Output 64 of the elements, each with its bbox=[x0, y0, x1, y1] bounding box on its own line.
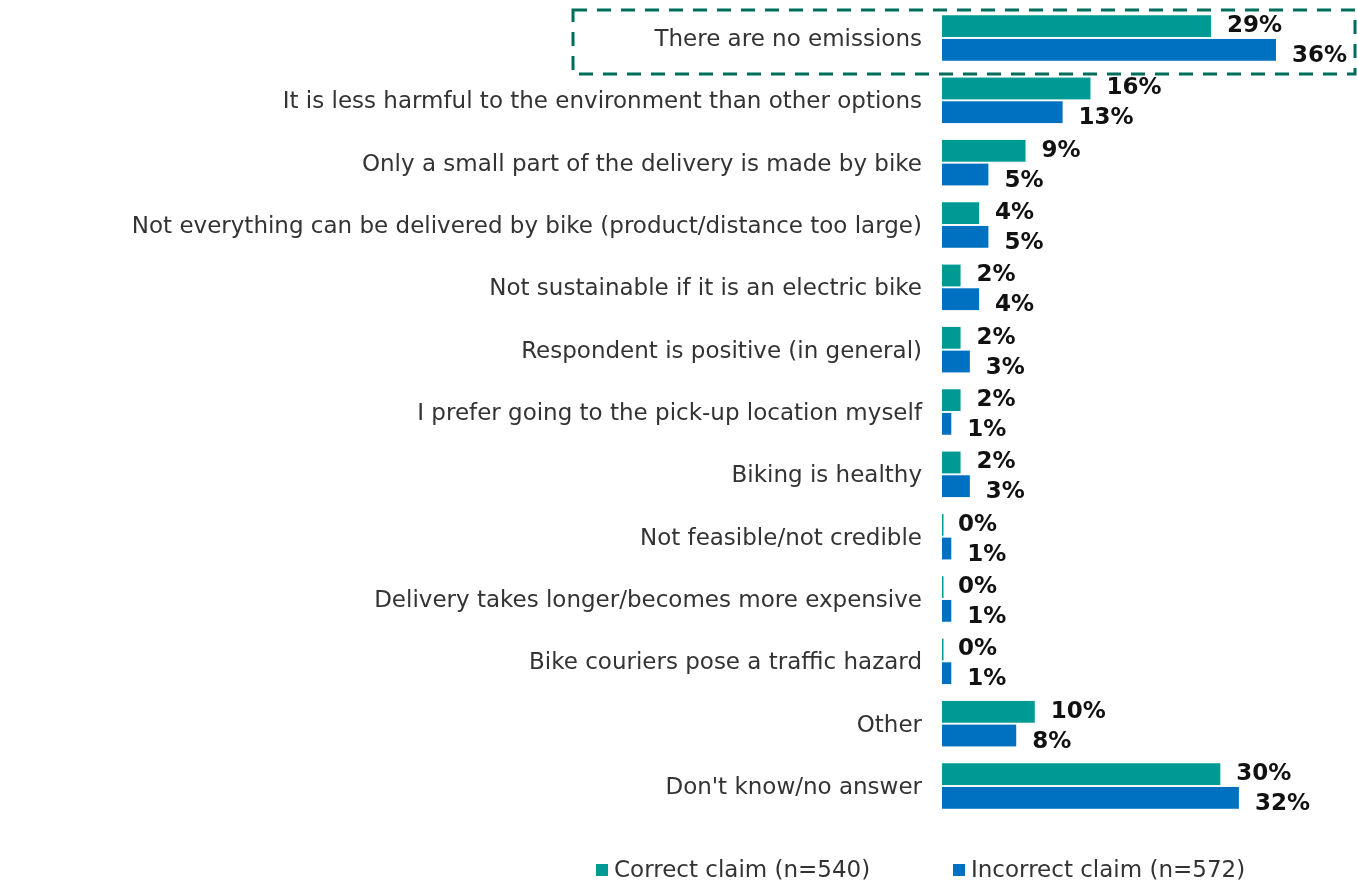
data-label: 5% bbox=[1004, 165, 1044, 192]
data-label: 3% bbox=[985, 477, 1025, 504]
bar bbox=[942, 77, 1091, 100]
y-tick-label: I prefer going to the pick-up location myself bbox=[417, 399, 923, 425]
bar bbox=[942, 15, 1212, 38]
bar bbox=[942, 700, 1035, 723]
data-label: 2% bbox=[976, 385, 1016, 412]
data-label: 8% bbox=[1032, 726, 1072, 753]
data-label: 0% bbox=[958, 634, 998, 661]
bar bbox=[942, 163, 989, 186]
data-label: 36% bbox=[1292, 40, 1348, 67]
bar bbox=[942, 763, 1221, 786]
data-label: 1% bbox=[967, 539, 1007, 566]
data-label: 32% bbox=[1254, 788, 1310, 815]
data-label: 30% bbox=[1236, 759, 1292, 786]
data-label: 4% bbox=[995, 198, 1035, 225]
bar bbox=[942, 38, 1276, 61]
bar bbox=[942, 537, 952, 560]
bar bbox=[942, 724, 1017, 747]
legend-label: Correct claim (n=540) bbox=[614, 856, 871, 882]
bar bbox=[942, 350, 970, 373]
data-label: 29% bbox=[1227, 11, 1283, 38]
data-label: 16% bbox=[1106, 73, 1162, 100]
bar bbox=[942, 326, 961, 349]
data-label: 0% bbox=[958, 509, 998, 536]
y-tick-label: It is less harmful to the environment than other options bbox=[282, 87, 922, 114]
bar bbox=[942, 264, 961, 287]
y-tick-label: Not sustainable if it is an electric bike bbox=[489, 274, 922, 301]
data-label: 2% bbox=[976, 260, 1016, 287]
y-tick-label: There are no emissions bbox=[653, 25, 922, 51]
bar bbox=[942, 139, 1026, 162]
bar bbox=[942, 451, 961, 474]
data-label: 1% bbox=[967, 664, 1007, 691]
bar bbox=[942, 101, 1063, 124]
y-tick-label: Not feasible/not credible bbox=[639, 523, 922, 550]
y-tick-label: Respondent is positive (in general) bbox=[521, 336, 922, 363]
y-tick-label: Biking is healthy bbox=[731, 461, 922, 488]
bar bbox=[942, 662, 952, 685]
y-tick-label: Other bbox=[856, 710, 923, 737]
data-label: 4% bbox=[995, 290, 1035, 317]
data-label: 1% bbox=[967, 414, 1007, 441]
bar bbox=[942, 225, 989, 248]
legend-label: Incorrect claim (n=572) bbox=[971, 856, 1246, 882]
data-label: 2% bbox=[976, 447, 1016, 474]
bar bbox=[942, 202, 980, 225]
bar bbox=[942, 786, 1239, 809]
y-tick-label: Not everything can be delivered by bike (product/distance too large) bbox=[131, 212, 922, 238]
bar bbox=[942, 389, 961, 412]
data-label: 2% bbox=[976, 322, 1016, 349]
data-label: 9% bbox=[1041, 135, 1081, 162]
data-label: 1% bbox=[967, 601, 1007, 628]
data-label: 10% bbox=[1050, 696, 1106, 723]
bar bbox=[942, 475, 970, 498]
bar bbox=[942, 599, 952, 622]
bar bbox=[942, 288, 980, 311]
y-tick-label: Delivery takes longer/becomes more expensive bbox=[374, 586, 922, 612]
data-label: 13% bbox=[1078, 103, 1134, 130]
y-tick-label: Only a small part of the delivery is made by bike bbox=[361, 149, 922, 176]
data-label: 3% bbox=[985, 352, 1025, 379]
data-label: 0% bbox=[958, 572, 998, 599]
bar bbox=[942, 412, 952, 435]
y-tick-label: Bike couriers pose a traffic hazard bbox=[529, 648, 922, 675]
data-label: 5% bbox=[1004, 227, 1044, 254]
y-tick-label: Don't know/no answer bbox=[665, 773, 923, 799]
